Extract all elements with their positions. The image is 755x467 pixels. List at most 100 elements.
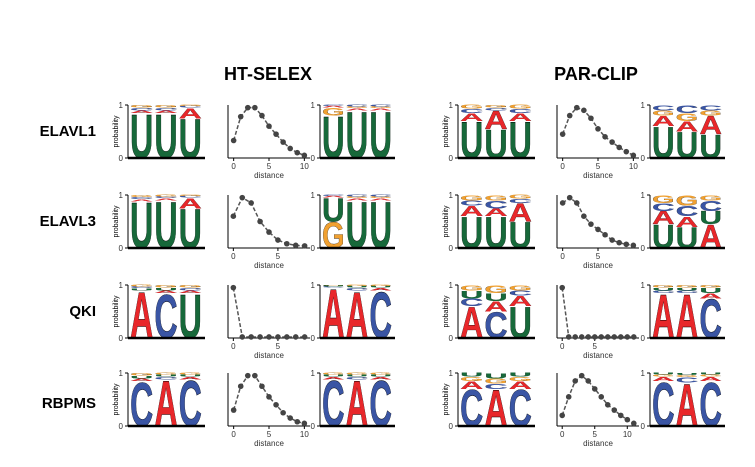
point xyxy=(616,144,623,151)
line xyxy=(232,106,305,157)
point xyxy=(266,394,272,400)
logo-letter: C xyxy=(322,105,345,107)
logo-letter: C xyxy=(652,104,675,112)
logo-letter: A xyxy=(676,281,699,352)
y-tick-label: 0 xyxy=(641,422,646,431)
y-tick-label: 0 xyxy=(119,154,124,163)
point xyxy=(252,372,258,379)
point xyxy=(559,284,566,291)
logo-letter: A xyxy=(676,371,699,439)
logo-letter: U xyxy=(179,281,202,352)
point xyxy=(266,334,272,340)
logo-letter: C xyxy=(676,203,699,219)
logo-letter: A xyxy=(346,108,369,111)
logo-letter: C xyxy=(652,369,675,440)
logo-letter: A xyxy=(460,299,483,348)
point xyxy=(301,420,308,427)
y-tick-label: 1 xyxy=(641,281,646,290)
logo-letter: U xyxy=(130,101,153,172)
point xyxy=(257,334,263,340)
logo-letter: C xyxy=(676,103,699,115)
logo-letter: G xyxy=(179,195,202,197)
logo-letter: G xyxy=(676,111,699,123)
point xyxy=(581,107,587,114)
logo-letter: U xyxy=(346,188,369,262)
logo-letter: G xyxy=(154,104,177,108)
logo-letter: U xyxy=(652,119,675,168)
y-axis-label: probability xyxy=(443,383,450,415)
logo-letter: U xyxy=(652,287,675,291)
point xyxy=(598,394,605,400)
logo-letter: U xyxy=(179,374,202,377)
logo-letter: U xyxy=(699,128,722,165)
logo-letter: U xyxy=(346,286,369,288)
logo-letter: C xyxy=(369,105,392,107)
y-tick-label: 1 xyxy=(641,101,646,110)
y-tick-label: 1 xyxy=(119,369,124,378)
point xyxy=(630,334,637,340)
logo-letter: G xyxy=(509,376,532,383)
point xyxy=(280,409,286,416)
y-axis-label: probability xyxy=(113,205,120,237)
logo-letter: U xyxy=(369,286,392,288)
y-axis-label: probability xyxy=(113,115,120,147)
logo-letter: C xyxy=(369,368,392,440)
logo-letter: U xyxy=(676,221,699,254)
logo-letter: C xyxy=(509,108,532,115)
logo-letter: U xyxy=(484,291,507,303)
point xyxy=(284,334,290,340)
logo-letter: C xyxy=(322,368,345,440)
logo-letter: A xyxy=(652,113,675,129)
logo-letter: U xyxy=(699,373,722,375)
logo-letter: G xyxy=(699,284,722,288)
x-tick-label: 5 xyxy=(593,430,598,439)
point xyxy=(273,402,279,408)
logo-letter: A xyxy=(484,298,507,314)
x-tick-label: 5 xyxy=(596,252,601,261)
logo-letter: A xyxy=(369,108,392,111)
logo-letter: U xyxy=(484,209,507,258)
logo-letter: A xyxy=(369,287,392,291)
logo-letter: A xyxy=(484,206,507,218)
point xyxy=(559,131,566,137)
point xyxy=(611,334,618,340)
point xyxy=(257,218,263,225)
y-tick-label: 0 xyxy=(311,334,316,343)
x-tick-label: 5 xyxy=(596,162,601,171)
point xyxy=(287,415,294,421)
logo-letter: C xyxy=(460,379,483,437)
logo-letter: C xyxy=(179,368,202,440)
logo-letter: U xyxy=(154,374,177,377)
logo-letter: C xyxy=(460,108,483,115)
y-tick-label: 1 xyxy=(311,369,316,378)
logo-letter: U xyxy=(509,372,532,378)
y-tick-label: 0 xyxy=(449,244,454,253)
row-label: QKI xyxy=(69,303,96,320)
logo-letter: G xyxy=(484,283,507,295)
logo-letter: A xyxy=(676,118,699,134)
y-axis-label: probability xyxy=(443,115,450,147)
logo-letter: A xyxy=(346,278,369,352)
logo-letter: U xyxy=(509,215,532,256)
logo-letter: C xyxy=(369,278,392,352)
y-tick-label: 1 xyxy=(641,191,646,200)
x-axis-label: distance xyxy=(583,261,613,270)
y-axis-label: probability xyxy=(113,383,120,415)
logo-letter: A xyxy=(699,376,722,383)
point xyxy=(230,213,237,219)
point xyxy=(617,334,624,340)
column-title: HT-SELEX xyxy=(224,64,312,84)
point xyxy=(573,200,580,206)
logo-letter: C xyxy=(130,107,153,111)
point xyxy=(280,139,286,145)
logo-letter: C xyxy=(699,198,722,214)
logo-letter: G xyxy=(509,284,532,292)
point xyxy=(230,137,237,144)
logo-letter: A xyxy=(509,293,532,309)
logo-letter: A xyxy=(154,368,177,440)
logo-letter: C xyxy=(130,197,153,200)
logo-letter: U xyxy=(154,188,177,262)
point xyxy=(630,242,637,249)
point xyxy=(284,240,290,247)
point xyxy=(604,402,611,408)
